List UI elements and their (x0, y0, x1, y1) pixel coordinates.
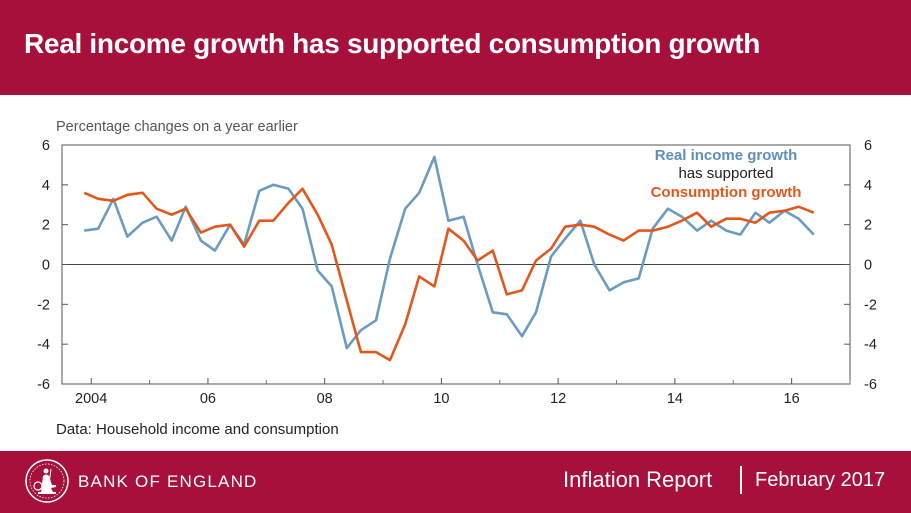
report-name: Inflation Report (563, 467, 713, 492)
data-source-note: Data: Household income and consumption (56, 421, 339, 438)
y-tick-label-right: 6 (864, 138, 872, 154)
y-tick-label-right: 2 (864, 218, 872, 234)
x-tick-label: 08 (317, 391, 333, 407)
y-tick-label-left: -2 (37, 297, 50, 313)
y-tick-label-left: -6 (37, 377, 50, 393)
y-tick-label-right: -4 (864, 337, 877, 353)
y-tick-label-right: -2 (864, 297, 877, 313)
annotation-consumption: Consumption growth (651, 184, 802, 201)
organization-name: BANK OF ENGLAND (78, 472, 258, 491)
y-tick-label-left: 6 (42, 138, 50, 154)
footer-divider (740, 466, 742, 494)
line-chart: Percentage changes on a year earlier 6 6 4… (37, 119, 877, 407)
y-tick-label-right: 4 (864, 178, 872, 194)
x-tick-label: 16 (784, 391, 800, 407)
annotation-has-supported: has supported (678, 165, 773, 182)
y-tick-label-left: -4 (37, 337, 50, 353)
y-tick-label-left: 0 (42, 258, 50, 274)
x-tick-label: 06 (200, 391, 216, 407)
series-line-real-income (84, 155, 815, 350)
y-tick-label-left: 2 (42, 218, 50, 234)
x-tick-label: 2004 (75, 391, 107, 407)
report-date: February 2017 (755, 469, 886, 491)
x-tick-label: 14 (667, 391, 683, 407)
y-tick-label-right: 0 (864, 258, 872, 274)
x-tick-label: 12 (550, 391, 566, 407)
series-line-consumption (83, 187, 815, 362)
chart-subtitle: Percentage changes on a year earlier (56, 119, 298, 135)
annotation-real-income: Real income growth (655, 147, 798, 164)
x-tick-label: 10 (433, 391, 449, 407)
y-tick-label-right: -6 (864, 377, 877, 393)
title-banner (0, 0, 911, 95)
page-title: Real income growth has supported consump… (24, 28, 761, 59)
britannia-logo-icon (25, 459, 69, 503)
footer-banner (0, 451, 911, 513)
y-tick-label-left: 4 (42, 178, 50, 194)
